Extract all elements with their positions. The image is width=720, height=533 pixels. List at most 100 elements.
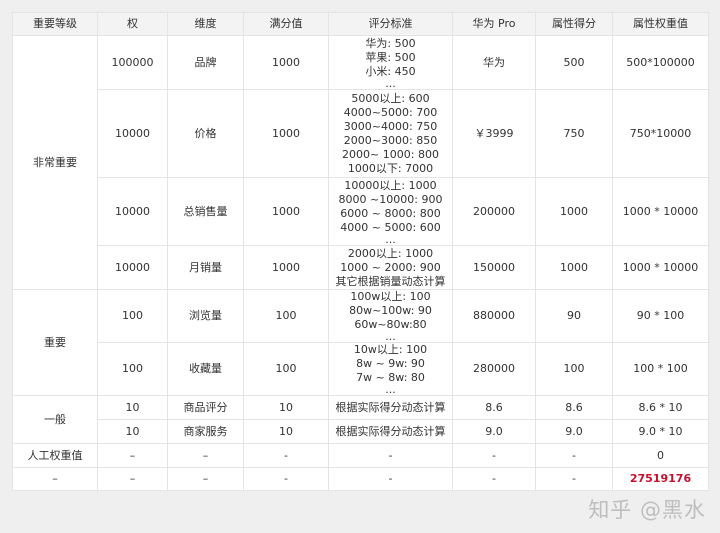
criteria-cell: 根据实际得分动态计算 [328, 395, 453, 420]
table-cell: 8.6 * 10 [612, 395, 709, 420]
table-cell: 9.0 * 10 [612, 419, 709, 444]
criteria-line: 80w~100w: 90 [349, 304, 432, 317]
table-cell: 100 * 100 [612, 342, 709, 396]
table-cell: 100 [243, 342, 329, 396]
table-cell: 1000 [243, 177, 329, 246]
table-cell: 月销量 [167, 245, 244, 290]
table-cell: 90 * 100 [612, 289, 709, 343]
scoring-table-container: 重要等级权维度 满分值 评分标准 华为 Pro 属性得分 属性权重值 非常重要 10000 0… [12, 12, 709, 491]
table-cell: 10 [97, 419, 168, 444]
table-cell: – [97, 443, 168, 468]
table-row: 100 收藏量 100 10w以上: 100 8w ~ 9w: 90 7w ~ 8w: 8… [13, 342, 709, 396]
table-cell: 1000 [535, 245, 613, 290]
importance-level: 非常重要 [12, 35, 98, 290]
table-cell: 10000 [97, 89, 168, 178]
table-cell: 10 [243, 395, 329, 420]
criteria-line: 2000~ 1000: 800 [342, 147, 439, 161]
criteria-line: 10w以上: 100 [353, 343, 428, 356]
table-cell: – [167, 443, 244, 468]
criteria-line: ... [385, 330, 396, 343]
criteria-line: 1000 ~ 2000: 900 [340, 260, 441, 274]
table-cell: 10 [243, 419, 329, 444]
criteria-cell: 华为: 500 苹果: 500 小米: 450... [328, 35, 453, 90]
criteria-cell: 2000以上: 1000 1000 ~ 2000: 900 其它根据销量动态计算 [328, 245, 453, 290]
column-header: 重要等级 [12, 12, 98, 36]
table-row: 10000 月销量 1000 2000以上: 1000 1000 ~ 2000: 900… [13, 245, 709, 290]
table-cell: 总销售量 [167, 177, 244, 246]
table-row: 人工权重值 – – - - - -0 [12, 443, 709, 468]
table-cell: ￥3999 [452, 89, 536, 178]
table-cell: 价格 [167, 89, 244, 178]
criteria-line: 4000~5000: 700 [343, 105, 438, 119]
criteria-line: 1000以下: 7000 [347, 161, 434, 175]
criteria-line: 2000以上: 1000 [347, 246, 434, 260]
column-header: 华为 Pro [452, 12, 536, 36]
watermark: 知乎 @黑水 [588, 498, 706, 522]
column-header: 满分值 [243, 12, 329, 36]
table-cell: 8.6 [535, 395, 613, 420]
criteria-line: 根据实际得分动态计算 [335, 400, 446, 414]
table-cell: - [243, 443, 329, 468]
total-score: 27519176 [612, 467, 709, 491]
table-cell: 200000 [452, 177, 536, 246]
header-row: 重要等级权维度 满分值 评分标准 华为 Pro 属性得分 属性权重值 [12, 12, 709, 36]
table-row: 非常重要 100000 品牌 1000 华为: 500 苹果: 500 小米: 450...… [12, 35, 709, 290]
table-cell: 10000 [97, 177, 168, 246]
criteria-line: 60w~80w:80 [354, 318, 427, 331]
criteria-line: 8000 ~10000: 900 [338, 192, 443, 206]
column-header: 权 [97, 12, 168, 36]
criteria-cell: 根据实际得分动态计算 [328, 419, 453, 444]
criteria-line: 苹果: 500 [365, 50, 416, 64]
importance-level: 一般 [12, 395, 98, 444]
scoring-table: 重要等级权维度 满分值 评分标准 华为 Pro 属性得分 属性权重值 非常重要 10000 0… [12, 12, 709, 491]
criteria-line: 2000~3000: 850 [343, 133, 438, 147]
importance-level: 重要 [12, 289, 98, 396]
criteria-line: ... [385, 383, 396, 396]
table-cell: 100 [97, 342, 168, 396]
table-cell: 100 [243, 289, 329, 343]
table-cell: 1000 [243, 35, 329, 90]
table-cell: 10000 [97, 245, 168, 290]
table-cell: - [243, 467, 329, 491]
table-cell: 750 [535, 89, 613, 178]
criteria-cell: 100w以上: 100 80w~100w: 90 60w~80w:80... [328, 289, 453, 343]
criteria-line: 4000 ~ 5000: 600 [340, 220, 441, 234]
table-cell: - [328, 467, 453, 491]
criteria-line: 100w以上: 100 [350, 290, 431, 303]
table-cell: 1000 [535, 177, 613, 246]
table-cell: 90 [535, 289, 613, 343]
table-cell: 1000 * 10000 [612, 177, 709, 246]
criteria-line: 根据实际得分动态计算 [335, 424, 446, 438]
criteria-line: 6000 ~ 8000: 800 [340, 206, 441, 220]
table-cell: – [12, 467, 98, 491]
table-cell: 9.0 [535, 419, 613, 444]
table-cell: 100 [97, 289, 168, 343]
criteria-line: 华为: 500 [365, 36, 416, 50]
table-cell: 1000 [243, 245, 329, 290]
table-cell: 0 [612, 443, 709, 468]
table-cell: 收藏量 [167, 342, 244, 396]
table-row: 10000 价格 1000 5000以上: 600 4000~5000: 700 3000… [13, 89, 709, 178]
criteria-line: 8w ~ 9w: 90 [356, 357, 425, 370]
table-cell: 10 [97, 395, 168, 420]
table-cell: 100 [535, 342, 613, 396]
table-cell: 1000 [243, 89, 329, 178]
criteria-cell: 10000以上: 1000 8000 ~10000: 900 6000 ~ 8000… [328, 177, 453, 246]
table-cell: 8.6 [452, 395, 536, 420]
criteria-cell: 10w以上: 100 8w ~ 9w: 90 7w ~ 8w: 80... [328, 342, 453, 396]
table-cell: 浏览量 [167, 289, 244, 343]
table-cell: - [328, 443, 453, 468]
criteria-line: 5000以上: 600 [351, 91, 430, 105]
column-header: 属性权重值 [612, 12, 709, 36]
table-cell: 500 [535, 35, 613, 90]
table-row: 10 商家服务 10 根据实际得分动态计算 9.0 9.0 9.0 * 10 [13, 419, 709, 444]
criteria-line: 10000以上: 1000 [344, 178, 437, 192]
table-cell: 9.0 [452, 419, 536, 444]
table-cell: 280000 [452, 342, 536, 396]
criteria-line: 3000~4000: 750 [343, 119, 438, 133]
table-cell: – [167, 467, 244, 491]
table-cell: 商家服务 [167, 419, 244, 444]
table-cell: - [535, 443, 613, 468]
table-cell: - [452, 443, 536, 468]
table-cell: - [452, 467, 536, 491]
